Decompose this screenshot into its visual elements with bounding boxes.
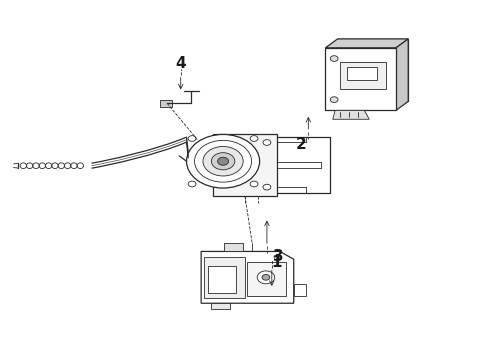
Circle shape [263,140,271,145]
Circle shape [203,147,243,176]
Text: 3: 3 [273,249,284,264]
Circle shape [263,184,271,190]
Bar [203,257,245,298]
Polygon shape [160,100,172,107]
Polygon shape [201,251,294,303]
Circle shape [195,140,251,182]
Bar [224,243,244,251]
Circle shape [330,97,338,103]
Polygon shape [294,284,306,296]
Circle shape [250,136,258,141]
Bar [213,134,277,196]
Circle shape [211,153,235,170]
Bar [340,62,386,89]
Circle shape [250,181,258,187]
Circle shape [188,136,196,141]
Polygon shape [325,48,396,111]
Polygon shape [333,111,369,119]
Circle shape [187,134,260,188]
Bar [247,262,286,296]
Text: 2: 2 [296,137,307,152]
Polygon shape [338,39,408,102]
Text: 4: 4 [175,57,186,71]
Text: 1: 1 [272,255,282,270]
Bar [347,67,376,80]
Circle shape [257,271,275,284]
Circle shape [262,274,270,280]
Polygon shape [211,303,230,309]
Polygon shape [325,39,408,48]
Polygon shape [396,39,408,111]
Circle shape [188,181,196,187]
Circle shape [330,56,338,62]
Circle shape [218,157,228,165]
Bar [208,266,236,293]
